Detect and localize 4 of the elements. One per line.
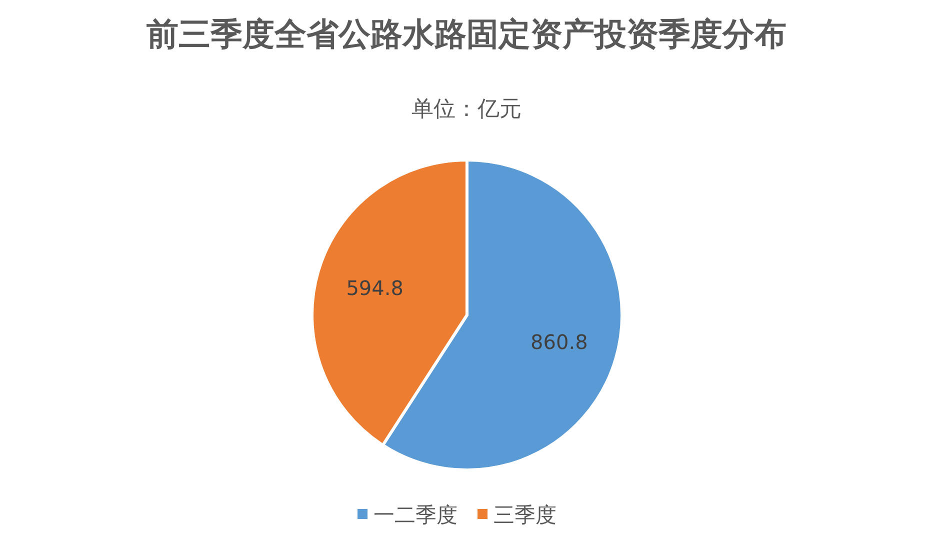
title: 前三季度全省公路水路固定资产投资季度分布: [146, 15, 786, 53]
legend-label: 三季度: [494, 503, 556, 527]
legend-label: 一二季度: [374, 503, 458, 527]
subtitle: 单位：亿元: [412, 97, 522, 122]
